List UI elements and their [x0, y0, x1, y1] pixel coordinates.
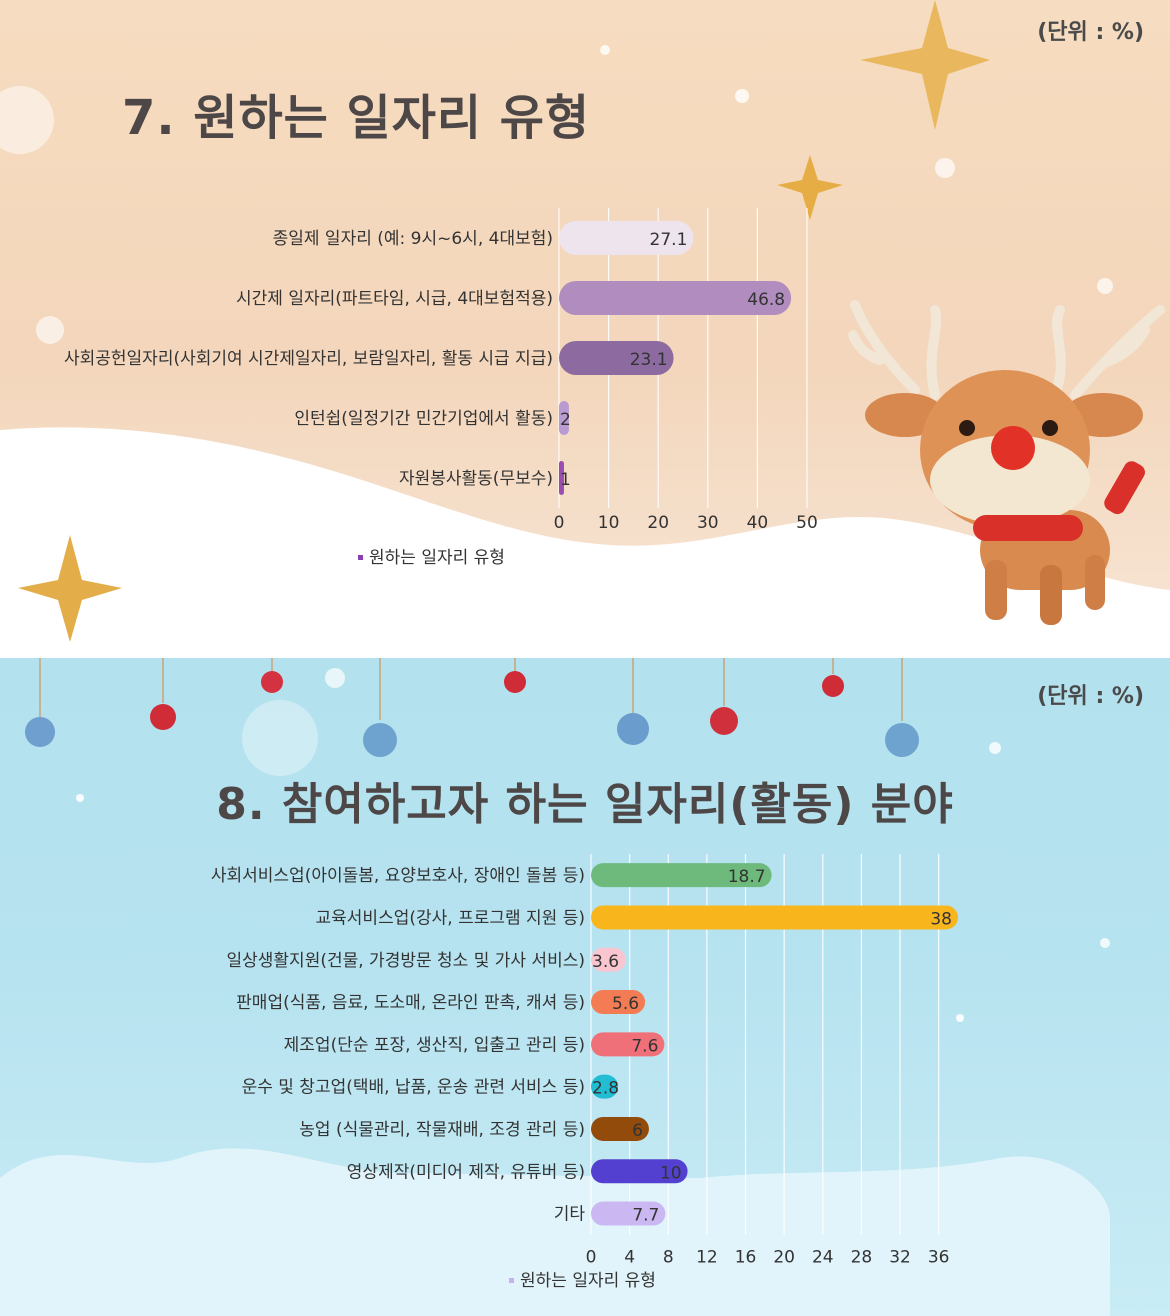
data-label: 7.6 [631, 1036, 658, 1056]
ornaments-decoration [25, 658, 919, 757]
data-label: 3.6 [592, 952, 619, 972]
category-label: 기타 [554, 1205, 586, 1225]
bar [591, 1032, 665, 1057]
category-label: 사회공헌일자리(사회기여 시간제일자리, 보람일자리, 활동 시급 지급) [64, 349, 553, 369]
category-label: 운수 및 창고업(택배, 납품, 운송 관련 서비스 등) [242, 1078, 585, 1098]
star-icon [18, 535, 122, 642]
bar-chart-job-field: 사회서비스업(아이돌봄, 요양보호사, 장애인 돌봄 등) 18.7 교육서비스업(… [211, 854, 958, 1291]
bar [591, 990, 646, 1015]
bar [559, 341, 674, 375]
tick-label: 8 [663, 1248, 674, 1268]
bar [591, 905, 958, 930]
bar [591, 1159, 688, 1184]
data-label: 23.1 [630, 350, 668, 370]
bar [559, 461, 564, 495]
data-label: 18.7 [728, 867, 766, 887]
data-label: 5.6 [612, 994, 639, 1014]
snow-background [0, 0, 1170, 658]
bar [559, 221, 694, 255]
category-label: 일상생활지원(건물, 가경방문 청소 및 가사 서비스) [227, 951, 586, 971]
bar [559, 281, 792, 315]
category-label: 시간제 일자리(파트타임, 시급, 4대보험적용) [236, 289, 553, 309]
tick-label: 40 [747, 513, 769, 533]
category-label: 사회서비스업(아이돌봄, 요양보호사, 장애인 돌봄 등) [211, 866, 585, 886]
category-label: 인턴쉽(일정기간 민간기업에서 활동) [294, 409, 553, 429]
bar [591, 1074, 619, 1099]
data-label: 6 [632, 1121, 643, 1141]
data-label: 2 [560, 410, 571, 430]
legend-label: 원하는 일자리 유형 [520, 1271, 656, 1291]
tick-label: 50 [796, 513, 818, 533]
reindeer-illustration [848, 300, 1165, 625]
tick-label: 4 [624, 1248, 635, 1268]
category-label: 자원봉사활동(무보수) [399, 469, 553, 489]
category-label: 판매업(식품, 음료, 도소매, 온라인 판촉, 캐셔 등) [236, 993, 585, 1013]
bar-chart-job-type: 종일제 일자리 (예: 9시~6시, 4대보험) 27.1 시간제 일자리(파트타임… [63, 221, 818, 568]
tick-label: 20 [647, 513, 669, 533]
data-label: 1 [560, 470, 571, 490]
unit-label: (단위 : %) [1037, 684, 1144, 709]
category-label: 영상제작(미디어 제작, 유튜버 등) [347, 1162, 585, 1182]
chart-title: 8. 참여하고자 하는 일자리(활동) 분야 [216, 779, 954, 830]
data-label: 27.1 [650, 230, 688, 250]
data-label: 38 [930, 909, 952, 929]
bar [591, 1116, 649, 1141]
star-icon [860, 0, 990, 130]
tick-label: 16 [735, 1248, 757, 1268]
bar [591, 947, 626, 972]
tick-label: 0 [554, 513, 565, 533]
category-label: 종일제 일자리 (예: 9시~6시, 4대보험) [273, 229, 553, 249]
data-label: 10 [660, 1163, 682, 1183]
legend-marker [509, 1278, 514, 1283]
tick-label: 20 [773, 1248, 795, 1268]
chart-panel-job-field: (단위 : %) [0, 658, 1170, 1316]
tick-label: 30 [697, 513, 719, 533]
category-label: 교육서비스업(강사, 프로그램 지원 등) [316, 908, 585, 928]
chart-title: 7. 원하는 일자리 유형 [122, 90, 591, 146]
data-label: 7.7 [632, 1206, 659, 1226]
legend-marker [358, 555, 363, 560]
category-label: 제조업(단순 포장, 생산직, 입출고 관리 등) [284, 1035, 585, 1055]
data-label: 2.8 [592, 1079, 619, 1099]
tick-label: 12 [696, 1248, 718, 1268]
tick-label: 36 [928, 1248, 950, 1268]
bar [591, 863, 772, 888]
bar [559, 401, 569, 435]
category-label: 농업 (식물관리, 작물재배, 조경 관리 등) [299, 1120, 585, 1140]
tick-label: 32 [889, 1248, 911, 1268]
tick-label: 10 [598, 513, 620, 533]
tick-label: 28 [851, 1248, 873, 1268]
tick-label: 24 [812, 1248, 834, 1268]
unit-label: (단위 : %) [1037, 20, 1144, 45]
snow-background [0, 668, 1110, 1316]
star-icon [777, 155, 843, 220]
data-label: 46.8 [747, 290, 785, 310]
tick-label: 0 [586, 1248, 597, 1268]
legend-label: 원하는 일자리 유형 [369, 548, 505, 568]
chart-panel-job-type: (단위 : %) 7. 원하는 일자리 유형 종일제 일자리 (예: 9시~6시… [0, 0, 1170, 658]
bar [591, 1201, 666, 1226]
